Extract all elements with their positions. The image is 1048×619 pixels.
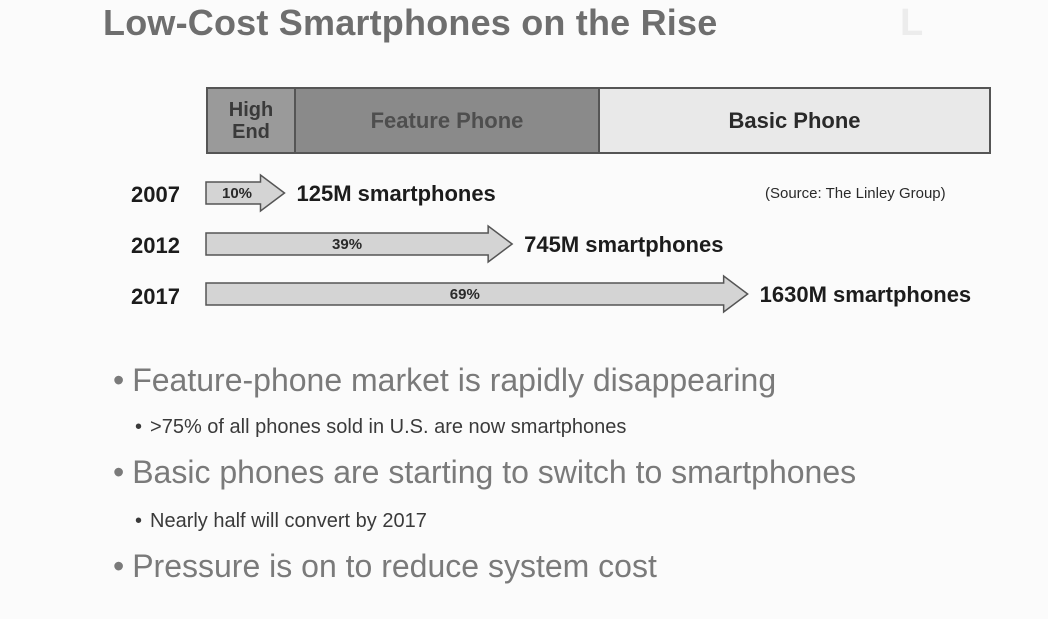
year-label-2012: 2012 [131,233,180,258]
segment-basic-phone-label: Basic Phone [728,107,861,133]
sub-bullet-item: • Nearly half will convert by 2017 [135,510,427,533]
share-arrows-chart: 10% 125M smartphones 39% 745M smartphones 69… [205,173,972,314]
bullet-text: Basic phones are starting to switch to s… [132,454,857,490]
segment-feature-phone: Feature Phone [296,89,600,152]
share-arrow-2012 [205,224,514,264]
bullet-text: Feature-phone market is rapidly disappea… [132,362,777,398]
share-value-label-2017: 69% [450,286,480,303]
segment-basic-phone: Basic Phone [600,89,989,152]
bullet-dot-icon: • [135,510,143,532]
smartphone-count-label-2017: 1630M smartphones [760,282,972,307]
bullet-dot-icon: • [135,416,143,438]
segment-high-end: High End [208,89,296,152]
smartphone-count-label-2012: 745M smartphones [524,232,723,257]
bullet-item: • Pressure is on to reduce system cost [113,548,657,585]
segment-feature-phone-label: Feature Phone [370,107,524,133]
bullet-dot-icon: • [113,454,125,490]
smartphone-count-label-2007: 125M smartphones [297,181,496,206]
page-title: Low-Cost Smartphones on the Rise [103,2,718,43]
market-segment-bar: High End Feature Phone Basic Phone [206,87,991,154]
source-note: (Source: The Linley Group) [765,185,946,202]
share-arrow-2017 [205,274,749,314]
bullet-dot-icon: • [113,362,125,398]
share-value-label-2012: 39% [332,236,362,253]
year-label-2007: 2007 [131,182,180,207]
year-label-2017: 2017 [131,284,180,309]
ghost-text: L [900,2,925,44]
sub-bullet-text: >75% of all phones sold in U.S. are now … [150,416,627,438]
segment-high-end-label: High End [228,98,274,143]
bullet-text: Pressure is on to reduce system cost [132,548,657,584]
share-value-label-2007: 10% [222,185,252,202]
share-arrow-2007 [205,173,286,213]
sub-bullet-text: Nearly half will convert by 2017 [150,510,427,532]
bullet-item: • Basic phones are starting to switch to … [113,454,856,491]
bullet-item: • Feature-phone market is rapidly disappe… [113,362,776,399]
bullet-dot-icon: • [113,548,125,584]
sub-bullet-item: • >75% of all phones sold in U.S. are now… [135,416,626,439]
